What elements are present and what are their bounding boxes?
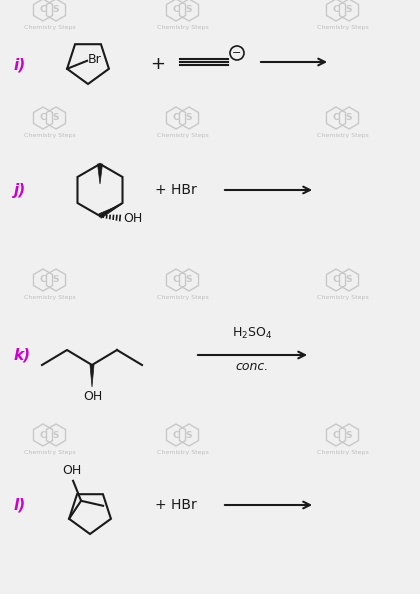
Text: k): k) xyxy=(14,347,31,362)
Text: C: C xyxy=(173,276,179,285)
Text: $\mathrm{H_2SO_4}$: $\mathrm{H_2SO_4}$ xyxy=(232,326,272,341)
Text: OH: OH xyxy=(123,211,142,225)
Text: C: C xyxy=(39,276,46,285)
Text: Chemistry Steps: Chemistry Steps xyxy=(24,450,76,455)
Text: Chemistry Steps: Chemistry Steps xyxy=(157,450,209,455)
Text: C: C xyxy=(39,113,46,122)
Text: S: S xyxy=(186,5,192,14)
Text: −: − xyxy=(232,48,241,58)
Text: S: S xyxy=(346,5,352,14)
Text: Chemistry Steps: Chemistry Steps xyxy=(24,295,76,300)
Text: C: C xyxy=(39,5,46,14)
Text: S: S xyxy=(346,431,352,440)
Text: Br: Br xyxy=(88,53,102,67)
Text: S: S xyxy=(53,276,59,285)
Text: C: C xyxy=(173,5,179,14)
Text: S: S xyxy=(346,276,352,285)
Text: S: S xyxy=(53,5,59,14)
Text: S: S xyxy=(186,276,192,285)
Text: i): i) xyxy=(14,58,26,72)
Text: conc.: conc. xyxy=(235,360,269,373)
Text: C: C xyxy=(333,5,339,14)
Text: S: S xyxy=(346,113,352,122)
Text: Chemistry Steps: Chemistry Steps xyxy=(317,450,369,455)
Text: C: C xyxy=(39,431,46,440)
Text: l): l) xyxy=(14,498,26,513)
Text: OH: OH xyxy=(63,464,82,477)
Polygon shape xyxy=(99,204,122,218)
Text: +: + xyxy=(150,55,165,73)
Text: Chemistry Steps: Chemistry Steps xyxy=(317,133,369,138)
Text: C: C xyxy=(333,113,339,122)
Text: Chemistry Steps: Chemistry Steps xyxy=(157,25,209,30)
Text: Chemistry Steps: Chemistry Steps xyxy=(24,25,76,30)
Text: Chemistry Steps: Chemistry Steps xyxy=(317,25,369,30)
Text: S: S xyxy=(53,113,59,122)
Text: Chemistry Steps: Chemistry Steps xyxy=(157,133,209,138)
Text: + HBr: + HBr xyxy=(155,498,197,512)
Text: S: S xyxy=(53,431,59,440)
Text: Chemistry Steps: Chemistry Steps xyxy=(24,133,76,138)
Polygon shape xyxy=(97,164,102,184)
Text: j): j) xyxy=(14,182,26,197)
Text: C: C xyxy=(333,431,339,440)
Text: Chemistry Steps: Chemistry Steps xyxy=(317,295,369,300)
Text: + HBr: + HBr xyxy=(155,183,197,197)
Text: S: S xyxy=(186,113,192,122)
Text: C: C xyxy=(333,276,339,285)
Text: OH: OH xyxy=(84,390,102,403)
Text: Chemistry Steps: Chemistry Steps xyxy=(157,295,209,300)
Text: C: C xyxy=(173,431,179,440)
Polygon shape xyxy=(90,365,94,387)
Text: S: S xyxy=(186,431,192,440)
Text: C: C xyxy=(173,113,179,122)
